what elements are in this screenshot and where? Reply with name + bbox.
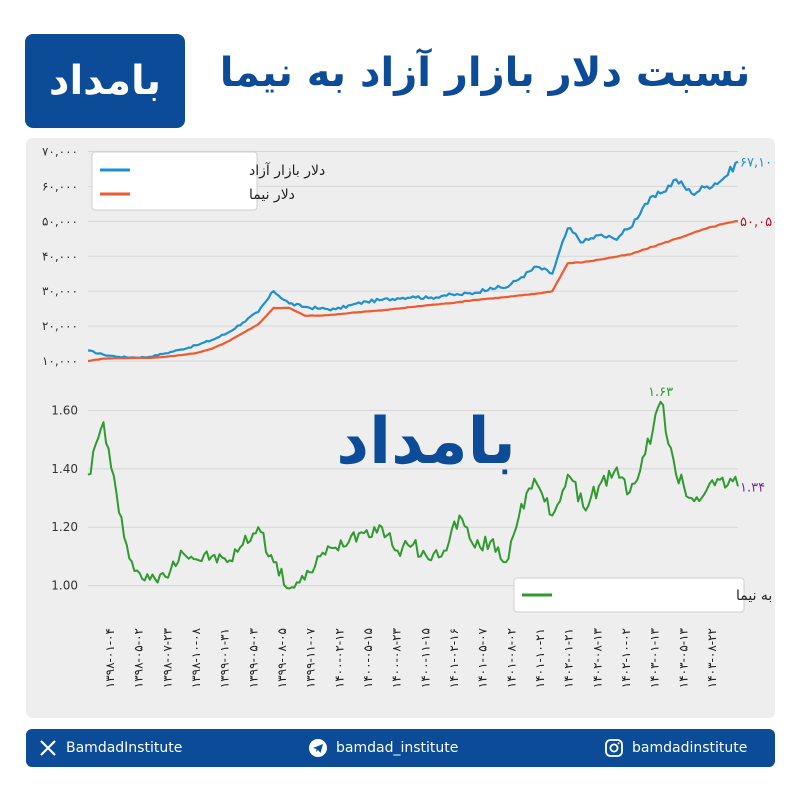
x-tick-label: ۱۴۰۱-۱۰-۲۱: [533, 628, 547, 688]
x-tick-label: ۱۴۰۲-۰۱-۲۱: [562, 628, 576, 688]
x-tick-label: ۱۴۰۱-۰۲-۱۶: [447, 628, 461, 688]
x-tick-label: ۱۴۰۰-۰۵-۱۵: [361, 628, 375, 688]
x-tick-label: ۱۴۰۲-۰۸-۱۳: [590, 627, 604, 688]
bottom-y-tick-label: 1.60: [51, 404, 78, 418]
ratio-end-label: ۱.۳۴: [740, 480, 765, 495]
top-legend-box: [91, 151, 258, 211]
x-tick-label: ۱۳۹۹-۰۱-۳۱: [218, 628, 232, 688]
ratio-peak-label: ۱.۶۳: [648, 385, 673, 400]
bottom-y-tick-label: 1.20: [51, 520, 78, 534]
x-tick-label: ۱۴۰۳-۰۵-۱۳: [676, 627, 690, 688]
chart-canvas: ۱۰,۰۰۰ ۲۰,۰۰۰ ۳۰,۰۰۰ ۴۰,۰۰۰ ۵۰,۰۰۰ ۶۰,۰۰۰ ۷۰,۰…: [42, 144, 775, 688]
footer-x-handle: BamdadInstitute: [66, 740, 183, 756]
chart-panel: ۱۰,۰۰۰ ۲۰,۰۰۰ ۳۰,۰۰۰ ۴۰,۰۰۰ ۵۰,۰۰۰ ۶۰,۰۰۰ ۷۰,۰…: [26, 138, 775, 718]
x-logo-icon: [38, 738, 58, 758]
bottom-y-tick-label: 1.00: [51, 579, 78, 593]
x-tick-label: ۱۳۹۸-۱۰-۰۸: [189, 627, 203, 688]
legend-label-free-market: دلار بازار آزاد: [249, 162, 325, 179]
x-tick-label: ۱۳۹۸-۰۱-۰۴: [103, 628, 117, 688]
brand-logo-text: بامداد: [48, 58, 162, 104]
footer-telegram-handle: bamdad_institute: [336, 740, 459, 756]
top-y-tick-label: ۷۰,۰۰۰: [42, 144, 78, 158]
x-tick-label: ۱۴۰۲-۱۰-۰۲: [619, 628, 633, 688]
legend-label-ratio: نسبت دلار آزاد به نیما: [736, 587, 775, 604]
telegram-icon: [308, 738, 328, 758]
top-y-tick-label: ۲۰,۰۰۰: [42, 319, 78, 333]
top-y-tick-label: ۴۰,۰۰۰: [42, 249, 78, 263]
footer-instagram-handle: bamdadinstitute: [632, 740, 748, 756]
x-tick-label: ۱۳۹۸-۰۷-۲۳: [160, 627, 174, 688]
top-y-tick-label: ۵۰,۰۰۰: [42, 214, 78, 228]
legend-label-nima: دلار نیما: [249, 187, 295, 203]
instagram-icon: [604, 738, 624, 758]
watermark-logo-text: بامداد: [336, 405, 515, 479]
x-tick-label: ۱۴۰۰-۱۱-۱۵: [418, 628, 432, 688]
free-market-end-label: ۶۷,۱۰۰: [740, 156, 775, 171]
x-tick-label: ۱۴۰۱-۰۵-۰۷: [476, 627, 490, 688]
x-tick-label: ۱۳۹۹-۰۵-۰۳: [246, 627, 260, 688]
x-tick-label: ۱۴۰۱-۰۸-۰۲: [504, 628, 518, 688]
bottom-y-tick-label: 1.40: [51, 462, 78, 476]
footer-telegram-link[interactable]: bamdad_institute: [308, 738, 458, 758]
top-y-tick-label: ۳۰,۰۰۰: [42, 284, 78, 298]
page-title: نسبت دلار بازار آزاد به نیما: [219, 50, 751, 96]
footer-x-link[interactable]: BamdadInstitute: [38, 738, 182, 758]
bottom-legend-box: [513, 577, 745, 613]
free-market-series-line: [87, 160, 739, 359]
nima-series-line: [87, 220, 738, 363]
brand-logo: بامداد: [25, 34, 185, 128]
footer-instagram-link[interactable]: bamdadinstitute: [604, 738, 747, 758]
x-tick-label: ۱۴۰۳-۰۱-۱۳: [648, 627, 662, 688]
nima-end-label: ۵۰,۰۵۰: [740, 215, 775, 230]
x-tick-label: ۱۴۰۰-۰۸-۲۳: [390, 627, 404, 688]
top-y-tick-label: ۱۰,۰۰۰: [42, 354, 78, 368]
x-tick-label: ۱۳۹۹-۱۱-۰۷: [304, 627, 318, 688]
footer-bar: BamdadInstitute bamdad_institute bamdadi…: [26, 729, 775, 767]
x-tick-label: ۱۳۹۹-۰۸-۰۵: [275, 628, 289, 688]
ratio-series-line: [87, 400, 739, 590]
x-tick-label: ۱۳۹۸-۰۵-۰۲: [132, 628, 146, 688]
x-tick-label: ۱۴۰۰-۰۲-۱۲: [332, 628, 346, 688]
top-y-tick-label: ۶۰,۰۰۰: [42, 179, 78, 193]
x-tick-label: ۱۴۰۳-۰۸-۲۲: [705, 628, 719, 688]
